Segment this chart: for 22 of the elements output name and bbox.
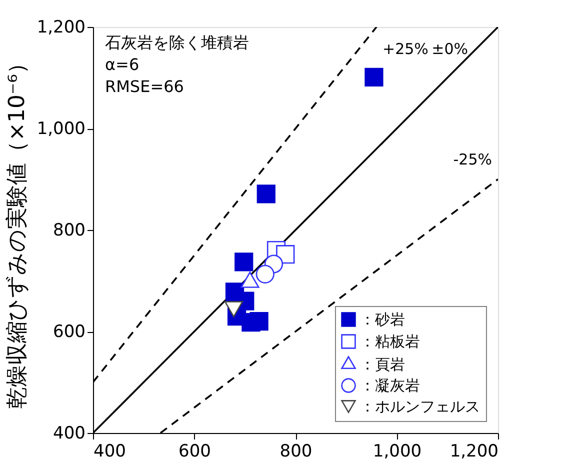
y-tick-label: 1,000 xyxy=(36,119,86,139)
x-tick-label: 1,200 xyxy=(450,442,498,461)
y-tick-label: 800 xyxy=(53,220,86,240)
legend-label: ：粘板岩 xyxy=(360,332,420,350)
legend-label: ：ホルンフェルス xyxy=(360,398,480,416)
y-tick-label: 400 xyxy=(53,424,86,444)
legend-label: ：凝灰岩 xyxy=(360,376,420,394)
y-tick-label: 600 xyxy=(53,322,86,342)
y-axis-title: 乾燥収縮ひずみの実験値（×10⁻⁶） xyxy=(4,52,30,409)
x-tick-label: 400 xyxy=(94,442,126,461)
y-tick-label: 1,200 xyxy=(36,18,86,38)
x-tick-label: 600 xyxy=(178,442,211,461)
x-tick-label: 800 xyxy=(280,442,312,461)
annotation: RMSE=66 xyxy=(105,77,184,96)
annotation: 石灰岩を除く堆積岩 xyxy=(105,33,249,52)
annotation: α=6 xyxy=(105,55,140,74)
x-tick-label: 1,000 xyxy=(372,442,422,461)
legend-label: ：砂岩 xyxy=(360,310,405,328)
series-label: +25% xyxy=(382,40,428,58)
legend-label: ：頁岩 xyxy=(360,356,405,374)
series-label: ±0% xyxy=(432,40,468,58)
series-label: -25% xyxy=(453,150,492,168)
